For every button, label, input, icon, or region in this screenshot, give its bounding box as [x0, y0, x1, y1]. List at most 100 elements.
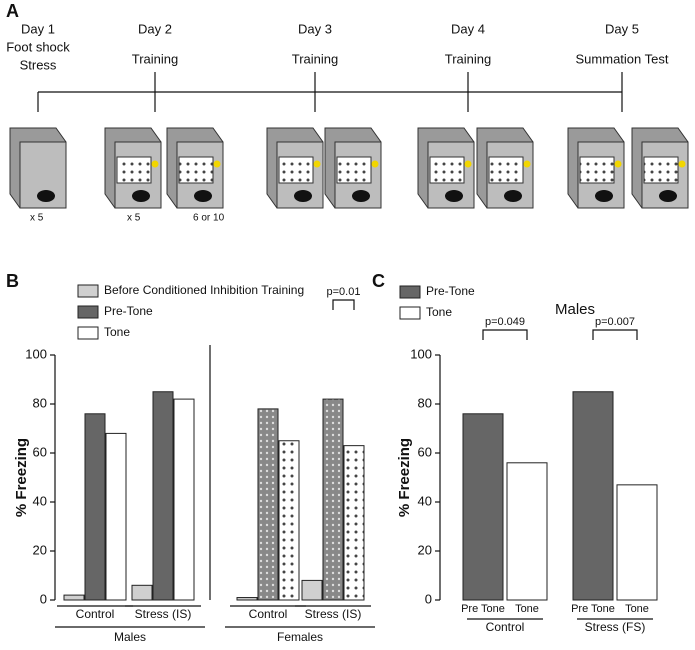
x-tick-label: Stress (IS): [135, 607, 192, 621]
significance-label: p=0.007: [595, 316, 635, 328]
y-tick-label: 20: [418, 542, 432, 557]
chamber-light: [313, 160, 321, 168]
group-label: Males: [114, 630, 146, 644]
y-tick-label: 80: [33, 395, 47, 410]
day-activity: Foot shock: [6, 39, 70, 54]
chart-title: Males: [555, 301, 595, 318]
chamber-light-panel: [488, 156, 524, 184]
significance-bracket: [332, 299, 355, 310]
panel-label: B: [6, 271, 19, 291]
legend-swatch: [399, 285, 421, 299]
chamber-light: [464, 160, 472, 168]
bar: [343, 445, 365, 601]
bar: [84, 413, 106, 601]
rat: [194, 190, 212, 202]
day-label: Day 5: [605, 21, 639, 36]
legend-swatch: [399, 306, 421, 320]
day-activity: Training: [132, 51, 178, 66]
x-tick-label: Stress (FS): [585, 620, 646, 634]
y-tick-label: 60: [33, 444, 47, 459]
bar: [278, 440, 300, 601]
x-tick-label: Control: [76, 607, 115, 621]
y-tick-label: 60: [418, 444, 432, 459]
bar: [131, 584, 153, 601]
stimulus-note: x 5: [127, 213, 141, 224]
legend-label: Before Conditioned Inhibition Training: [104, 283, 304, 297]
bar: [63, 594, 85, 601]
bar: [105, 432, 127, 601]
y-axis-label: % Freezing: [396, 438, 413, 517]
chamber-light-panel: [178, 156, 214, 184]
legend-swatch: [77, 284, 99, 298]
y-tick-label: 40: [33, 493, 47, 508]
chamber-light-panel: [116, 156, 152, 184]
legend-label: Pre-Tone: [426, 284, 475, 298]
bar-label: Tone: [515, 603, 539, 615]
day-activity: Training: [445, 51, 491, 66]
chamber-light: [151, 160, 159, 168]
day-label: Day 4: [451, 21, 485, 36]
y-tick-label: 20: [33, 542, 47, 557]
rat: [132, 190, 150, 202]
day-activity: Stress: [20, 57, 57, 72]
y-tick-label: 0: [425, 591, 432, 606]
rat: [294, 190, 312, 202]
significance-bracket: [482, 329, 528, 340]
group-label: Females: [277, 630, 323, 644]
x-tick-label: Control: [486, 620, 525, 634]
bar: [257, 408, 279, 601]
chamber-front: [19, 141, 67, 209]
rat: [595, 190, 613, 202]
y-axis-label: % Freezing: [13, 438, 30, 517]
bar-label: Pre Tone: [461, 603, 505, 615]
chamber-light: [213, 160, 221, 168]
chamber-light: [523, 160, 531, 168]
legend-swatch: [77, 305, 99, 319]
chamber-light-panel: [643, 156, 679, 184]
rat: [504, 190, 522, 202]
day-label: Day 1: [21, 21, 55, 36]
chamber-light-panel: [429, 156, 465, 184]
bar: [616, 484, 658, 601]
y-tick-label: 80: [418, 395, 432, 410]
bar: [462, 413, 504, 601]
chamber-light-panel: [278, 156, 314, 184]
bar: [572, 391, 614, 601]
day-label: Day 2: [138, 21, 172, 36]
bar: [322, 398, 344, 601]
x-tick-label: Control: [249, 607, 288, 621]
significance-label: p=0.049: [485, 316, 525, 328]
y-tick-label: 100: [410, 346, 432, 361]
panel-label: A: [6, 1, 19, 21]
rat: [352, 190, 370, 202]
rat: [37, 190, 55, 202]
day-activity: Summation Test: [576, 51, 669, 66]
day-label: Day 3: [298, 21, 332, 36]
significance-label: p=0.01: [327, 286, 361, 298]
y-tick-label: 100: [25, 346, 47, 361]
rat: [445, 190, 463, 202]
panel-label: C: [372, 271, 385, 291]
stimulus-note: 6 or 10: [193, 213, 225, 224]
rat: [659, 190, 677, 202]
legend-label: Tone: [104, 325, 130, 339]
bar: [506, 462, 548, 601]
bar: [301, 579, 323, 601]
x-tick-label: Stress (IS): [305, 607, 362, 621]
legend-label: Tone: [426, 305, 452, 319]
bar: [173, 398, 195, 601]
chamber-light: [678, 160, 686, 168]
bar: [152, 391, 174, 601]
bar: [236, 597, 258, 601]
legend-label: Pre-Tone: [104, 304, 153, 318]
chamber-light-panel: [579, 156, 615, 184]
chamber-light-panel: [336, 156, 372, 184]
bar-label: Tone: [625, 603, 649, 615]
significance-bracket: [592, 329, 638, 340]
day-activity: Training: [292, 51, 338, 66]
stimulus-note: x 5: [30, 213, 44, 224]
y-tick-label: 40: [418, 493, 432, 508]
bar-label: Pre Tone: [571, 603, 615, 615]
chamber-light: [614, 160, 622, 168]
